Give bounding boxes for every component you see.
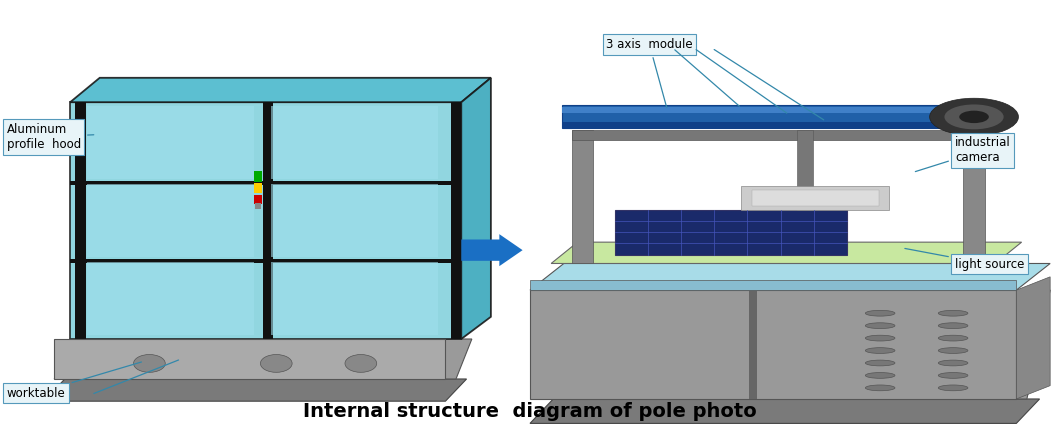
Ellipse shape <box>344 354 376 372</box>
Ellipse shape <box>261 354 293 372</box>
Text: light source: light source <box>905 249 1024 271</box>
Circle shape <box>959 111 989 123</box>
Ellipse shape <box>938 323 968 329</box>
Bar <box>263 102 273 339</box>
Ellipse shape <box>938 310 968 316</box>
Bar <box>254 194 263 204</box>
Ellipse shape <box>865 323 895 329</box>
Ellipse shape <box>938 335 968 341</box>
Polygon shape <box>43 379 466 401</box>
Text: Aluminum
profile  hood: Aluminum profile hood <box>6 123 93 151</box>
Bar <box>271 106 438 179</box>
Bar <box>271 262 438 335</box>
Bar <box>70 259 461 263</box>
Bar <box>87 262 253 335</box>
Bar <box>562 122 969 128</box>
Bar <box>271 184 438 257</box>
Bar <box>572 130 964 140</box>
Polygon shape <box>461 78 491 339</box>
Text: worktable: worktable <box>6 362 141 400</box>
Bar <box>254 183 263 193</box>
Ellipse shape <box>938 348 968 354</box>
Text: Internal structure  diagram of pole photo: Internal structure diagram of pole photo <box>303 402 757 421</box>
Ellipse shape <box>865 385 895 391</box>
Bar <box>562 107 969 113</box>
Ellipse shape <box>865 310 895 316</box>
Circle shape <box>944 105 1004 129</box>
Ellipse shape <box>865 360 895 366</box>
Ellipse shape <box>938 360 968 366</box>
Ellipse shape <box>865 372 895 378</box>
Bar <box>450 102 461 339</box>
Ellipse shape <box>134 354 165 372</box>
Bar <box>530 280 1017 290</box>
Polygon shape <box>70 102 461 339</box>
Polygon shape <box>551 242 1022 263</box>
Bar <box>964 130 985 263</box>
Text: industrial
camera: industrial camera <box>916 136 1011 172</box>
Polygon shape <box>530 263 1050 290</box>
Bar <box>75 102 86 339</box>
Polygon shape <box>541 290 1050 399</box>
Circle shape <box>930 98 1019 135</box>
Bar <box>70 181 461 185</box>
Ellipse shape <box>938 372 968 378</box>
Ellipse shape <box>865 348 895 354</box>
Ellipse shape <box>865 335 895 341</box>
Polygon shape <box>54 339 472 379</box>
Bar <box>54 339 445 379</box>
Bar <box>748 290 757 399</box>
Bar <box>572 130 594 263</box>
Bar <box>87 184 253 257</box>
Bar <box>254 171 263 182</box>
Bar <box>87 106 253 179</box>
Polygon shape <box>530 399 1040 423</box>
Bar <box>530 290 1017 399</box>
Bar <box>741 186 889 210</box>
Polygon shape <box>1017 277 1050 399</box>
Bar <box>752 190 879 206</box>
Polygon shape <box>70 78 491 102</box>
Bar <box>562 105 969 128</box>
Bar <box>255 203 262 209</box>
Ellipse shape <box>938 385 968 391</box>
FancyArrow shape <box>461 234 523 266</box>
Bar <box>797 130 813 210</box>
Text: 3 axis  module: 3 axis module <box>606 38 693 108</box>
Bar <box>615 210 847 255</box>
